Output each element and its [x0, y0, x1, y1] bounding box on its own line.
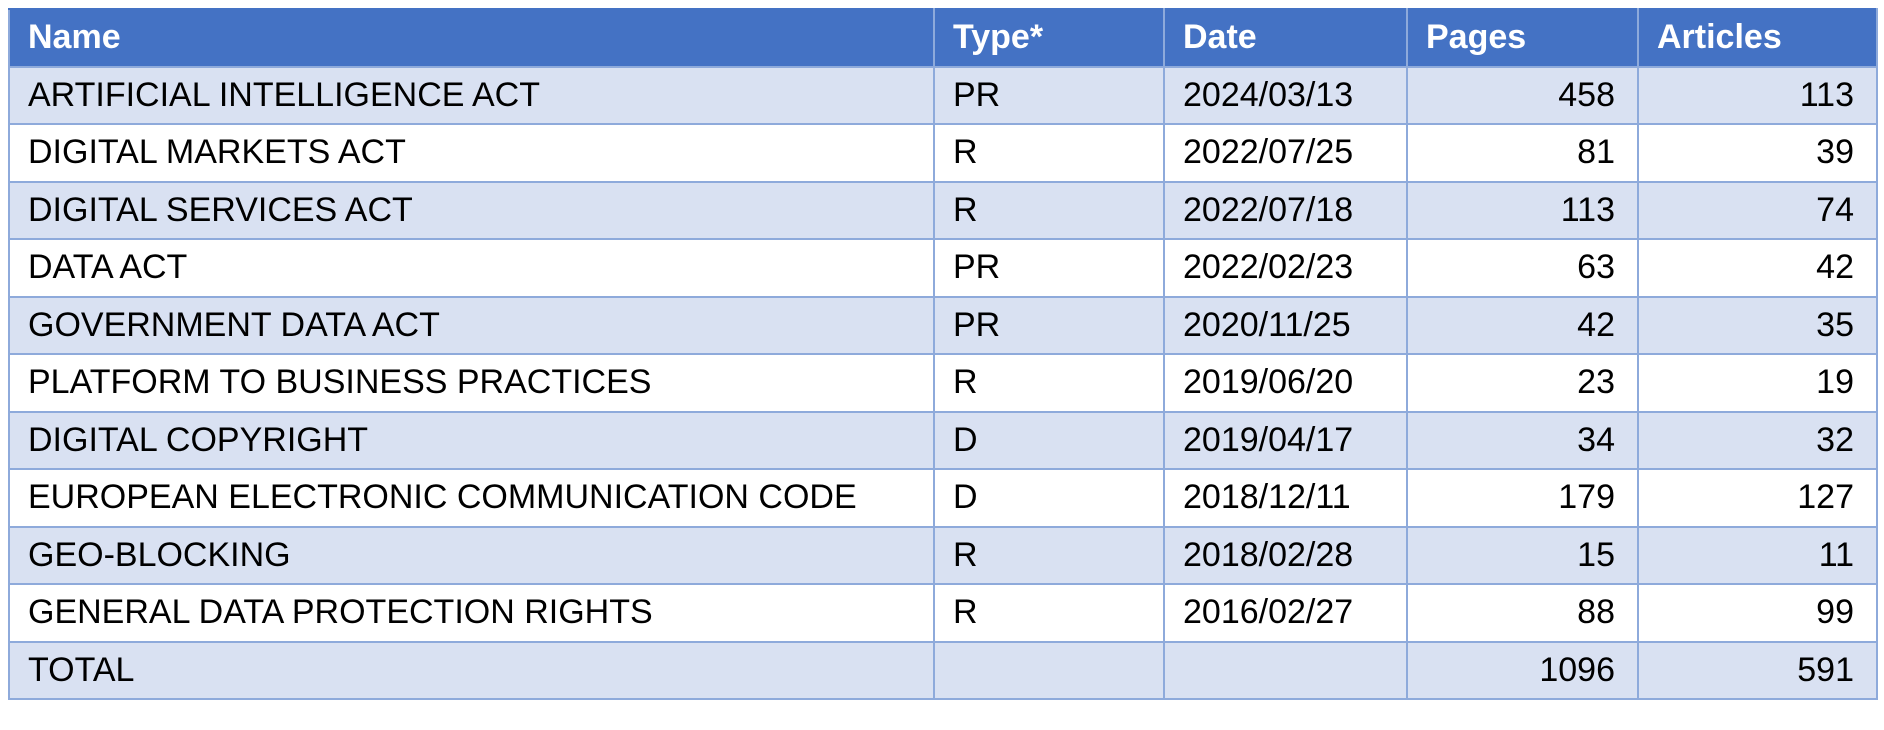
- cell-pages: 179: [1406, 468, 1639, 528]
- cell-articles: 39: [1637, 123, 1878, 183]
- table-row: DATA ACT PR 2022/02/23 63 42: [8, 238, 1878, 298]
- table-row: GOVERNMENT DATA ACT PR 2020/11/25 42 35: [8, 295, 1878, 355]
- cell-pages: 15: [1406, 525, 1639, 585]
- cell-name: GEO-BLOCKING: [8, 525, 935, 585]
- table-row: EUROPEAN ELECTRONIC COMMUNICATION CODE D…: [8, 468, 1878, 528]
- cell-articles: 127: [1637, 468, 1878, 528]
- table-body: ARTIFICIAL INTELLIGENCE ACT PR 2024/03/1…: [8, 65, 1878, 700]
- cell-type: R: [933, 353, 1165, 413]
- cell-date: 2022/02/23: [1163, 238, 1408, 298]
- cell-pages: 23: [1406, 353, 1639, 413]
- cell-name: DATA ACT: [8, 238, 935, 298]
- cell-name: DIGITAL COPYRIGHT: [8, 410, 935, 470]
- total-row: TOTAL 1096 591: [8, 640, 1878, 700]
- table-row: GEO-BLOCKING R 2018/02/28 15 11: [8, 525, 1878, 585]
- cell-pages: 34: [1406, 410, 1639, 470]
- table-row: ARTIFICIAL INTELLIGENCE ACT PR 2024/03/1…: [8, 65, 1878, 125]
- total-articles: 591: [1637, 640, 1878, 700]
- table-row: GENERAL DATA PROTECTION RIGHTS R 2016/02…: [8, 583, 1878, 643]
- cell-pages: 81: [1406, 123, 1639, 183]
- cell-pages: 113: [1406, 180, 1639, 240]
- cell-articles: 74: [1637, 180, 1878, 240]
- column-header-pages: Pages: [1406, 8, 1639, 68]
- table-row: DIGITAL MARKETS ACT R 2022/07/25 81 39: [8, 123, 1878, 183]
- column-header-date: Date: [1163, 8, 1408, 68]
- table-row: DIGITAL COPYRIGHT D 2019/04/17 34 32: [8, 410, 1878, 470]
- cell-type: PR: [933, 238, 1165, 298]
- cell-articles: 32: [1637, 410, 1878, 470]
- table-row: PLATFORM TO BUSINESS PRACTICES R 2019/06…: [8, 353, 1878, 413]
- cell-date: 2022/07/25: [1163, 123, 1408, 183]
- cell-date: 2018/02/28: [1163, 525, 1408, 585]
- cell-name: ARTIFICIAL INTELLIGENCE ACT: [8, 65, 935, 125]
- cell-pages: 42: [1406, 295, 1639, 355]
- column-header-type: Type*: [933, 8, 1165, 68]
- cell-date: 2024/03/13: [1163, 65, 1408, 125]
- cell-type: R: [933, 180, 1165, 240]
- cell-type: D: [933, 468, 1165, 528]
- cell-articles: 99: [1637, 583, 1878, 643]
- cell-pages: 63: [1406, 238, 1639, 298]
- cell-pages: 458: [1406, 65, 1639, 125]
- cell-pages: 88: [1406, 583, 1639, 643]
- cell-date: 2022/07/18: [1163, 180, 1408, 240]
- cell-type: PR: [933, 295, 1165, 355]
- header-row: Name Type* Date Pages Articles: [8, 8, 1878, 68]
- cell-articles: 19: [1637, 353, 1878, 413]
- cell-type: R: [933, 583, 1165, 643]
- cell-type: R: [933, 123, 1165, 183]
- total-label: TOTAL: [8, 640, 935, 700]
- total-pages: 1096: [1406, 640, 1639, 700]
- cell-name: EUROPEAN ELECTRONIC COMMUNICATION CODE: [8, 468, 935, 528]
- cell-articles: 11: [1637, 525, 1878, 585]
- cell-type: R: [933, 525, 1165, 585]
- column-header-articles: Articles: [1637, 8, 1878, 68]
- total-type-cell: [933, 640, 1165, 700]
- cell-articles: 35: [1637, 295, 1878, 355]
- cell-name: DIGITAL SERVICES ACT: [8, 180, 935, 240]
- cell-type: D: [933, 410, 1165, 470]
- regulations-table: Name Type* Date Pages Articles ARTIFICIA…: [8, 8, 1878, 700]
- cell-type: PR: [933, 65, 1165, 125]
- cell-articles: 42: [1637, 238, 1878, 298]
- cell-name: GENERAL DATA PROTECTION RIGHTS: [8, 583, 935, 643]
- column-header-name: Name: [8, 8, 935, 68]
- cell-date: 2019/04/17: [1163, 410, 1408, 470]
- cell-articles: 113: [1637, 65, 1878, 125]
- cell-date: 2018/12/11: [1163, 468, 1408, 528]
- cell-name: PLATFORM TO BUSINESS PRACTICES: [8, 353, 935, 413]
- cell-name: DIGITAL MARKETS ACT: [8, 123, 935, 183]
- cell-date: 2019/06/20: [1163, 353, 1408, 413]
- cell-date: 2020/11/25: [1163, 295, 1408, 355]
- cell-date: 2016/02/27: [1163, 583, 1408, 643]
- table-row: DIGITAL SERVICES ACT R 2022/07/18 113 74: [8, 180, 1878, 240]
- total-date-cell: [1163, 640, 1408, 700]
- cell-name: GOVERNMENT DATA ACT: [8, 295, 935, 355]
- regulations-table-container: Name Type* Date Pages Articles ARTIFICIA…: [8, 8, 1878, 700]
